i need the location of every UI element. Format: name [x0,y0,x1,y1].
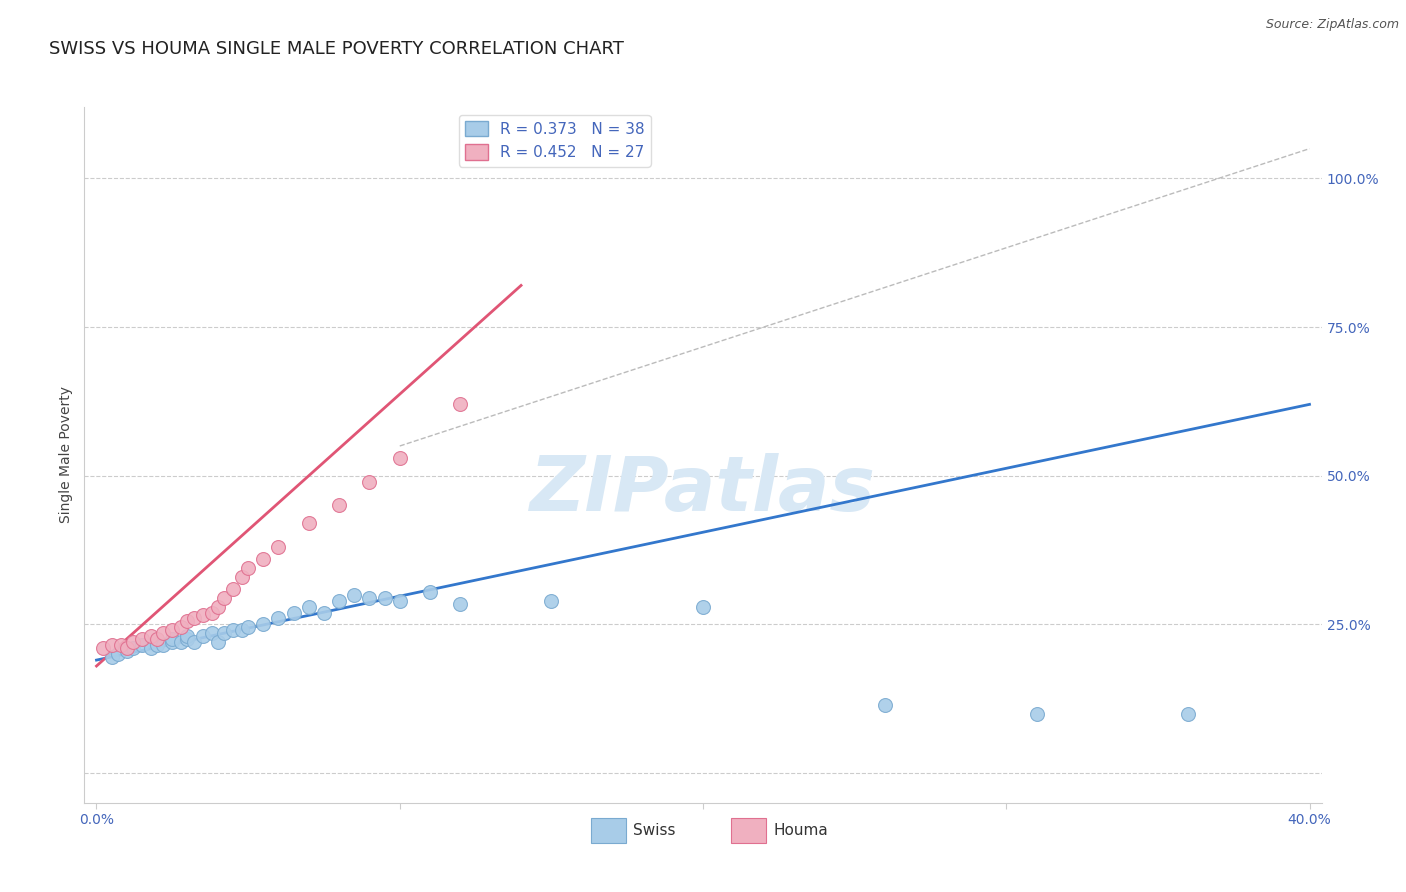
Point [252,552,274,566]
Point [283,606,305,620]
Point [207,599,229,614]
Point [1177,706,1199,721]
Point [222,624,245,638]
FancyBboxPatch shape [591,818,626,843]
Point [692,599,714,614]
Point [252,617,274,632]
Point [388,593,411,607]
Point [231,624,253,638]
Text: Source: ZipAtlas.com: Source: ZipAtlas.com [1265,18,1399,31]
Point [176,629,198,643]
Point [873,698,896,712]
Text: ZIPatlas: ZIPatlas [530,453,876,526]
Point [201,626,224,640]
Point [162,635,184,649]
Text: SWISS VS HOUMA SINGLE MALE POVERTY CORRELATION CHART: SWISS VS HOUMA SINGLE MALE POVERTY CORRE… [49,40,624,58]
Text: Houma: Houma [773,823,828,838]
Point [110,638,132,652]
Point [170,635,193,649]
Point [162,632,184,647]
FancyBboxPatch shape [731,818,766,843]
Point [131,638,153,652]
Point [449,597,471,611]
Point [449,397,471,411]
Point [201,606,224,620]
Point [176,615,198,629]
Point [146,638,169,652]
Point [191,608,214,623]
Point [267,540,290,554]
Point [298,599,321,614]
Point [115,644,138,658]
Point [139,641,162,656]
Point [170,620,193,634]
Point [122,635,145,649]
Point [212,591,235,605]
Point [540,593,562,607]
Point [298,516,321,531]
Point [107,647,129,661]
Point [152,638,174,652]
Point [91,641,114,656]
Point [231,570,253,584]
Point [328,593,350,607]
Point [139,629,162,643]
Point [183,611,205,625]
Point [222,582,245,596]
Point [359,591,381,605]
Point [212,626,235,640]
Point [1025,706,1047,721]
Point [122,641,145,656]
Point [176,632,198,647]
Point [207,635,229,649]
Point [388,450,411,465]
Point [183,635,205,649]
Point [152,626,174,640]
Point [131,632,153,647]
Point [236,561,259,575]
Point [236,620,259,634]
Legend: R = 0.373   N = 38, R = 0.452   N = 27: R = 0.373 N = 38, R = 0.452 N = 27 [458,115,651,167]
Point [100,638,122,652]
Point [374,591,396,605]
Point [328,499,350,513]
Point [267,611,290,625]
Point [359,475,381,489]
Point [312,606,335,620]
Point [162,624,184,638]
Y-axis label: Single Male Poverty: Single Male Poverty [59,386,73,524]
Point [100,650,122,665]
Text: Swiss: Swiss [633,823,675,838]
Point [146,632,169,647]
Point [419,584,441,599]
Point [191,629,214,643]
Point [115,641,138,656]
Point [343,588,366,602]
